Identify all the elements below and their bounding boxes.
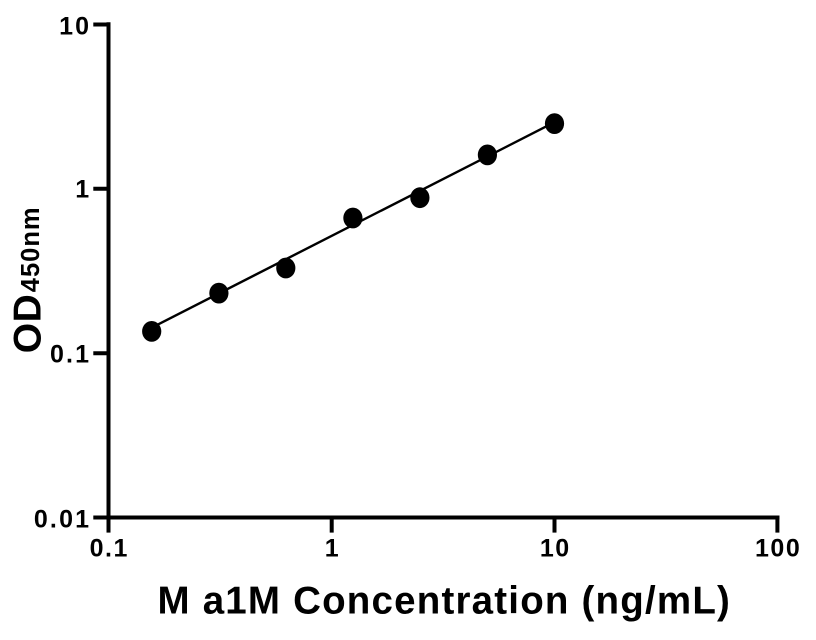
svg-text:1: 1	[325, 535, 340, 563]
svg-text:0.1: 0.1	[50, 341, 91, 369]
svg-text:M a1M Concentration (ng/mL): M a1M Concentration (ng/mL)	[158, 580, 732, 623]
svg-text:10: 10	[59, 13, 91, 41]
svg-text:100: 100	[755, 535, 801, 563]
svg-text:0.1: 0.1	[90, 535, 129, 563]
svg-text:0.01: 0.01	[34, 506, 91, 534]
svg-text:1: 1	[75, 176, 91, 204]
svg-text:10: 10	[540, 535, 571, 563]
